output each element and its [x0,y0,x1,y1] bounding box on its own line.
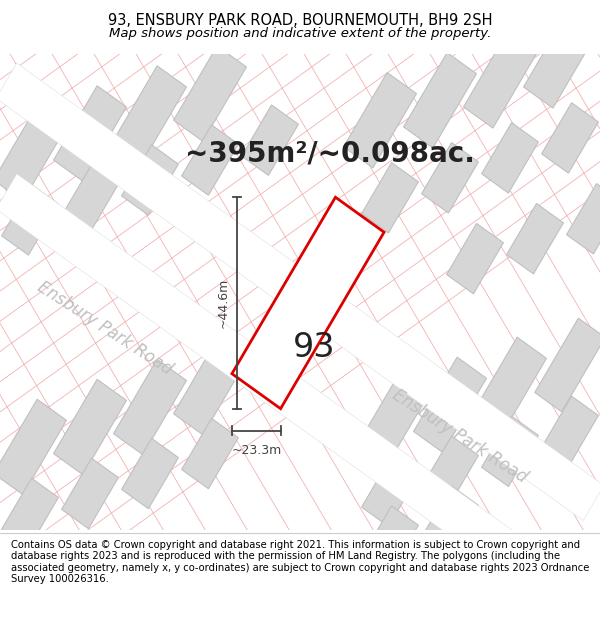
Polygon shape [62,165,118,235]
Polygon shape [362,456,418,526]
Polygon shape [464,32,536,128]
Polygon shape [422,142,478,213]
Polygon shape [542,396,598,467]
Polygon shape [353,377,427,472]
Text: 93, ENSBURY PARK ROAD, BOURNEMOUTH, BH9 2SH: 93, ENSBURY PARK ROAD, BOURNEMOUTH, BH9 … [108,13,492,28]
Polygon shape [404,52,476,148]
Polygon shape [542,102,598,173]
Polygon shape [53,86,127,181]
Polygon shape [535,318,600,412]
Polygon shape [413,357,487,452]
Polygon shape [422,486,478,556]
Polygon shape [473,338,547,432]
Polygon shape [113,359,187,455]
Polygon shape [122,145,178,215]
Polygon shape [446,224,503,294]
Text: Ensbury Park Road: Ensbury Park Road [34,278,176,379]
Polygon shape [182,125,238,195]
Polygon shape [566,184,600,254]
Text: ~395m²/~0.098ac.: ~395m²/~0.098ac. [185,139,475,168]
Polygon shape [173,339,247,435]
Polygon shape [242,105,298,176]
Polygon shape [2,478,58,549]
Polygon shape [53,379,127,475]
Polygon shape [2,185,58,255]
Polygon shape [344,72,416,168]
Polygon shape [232,198,384,409]
Polygon shape [182,418,238,489]
Polygon shape [362,506,418,576]
Polygon shape [0,174,600,625]
Polygon shape [0,106,67,201]
Polygon shape [524,12,596,108]
Polygon shape [362,162,418,233]
Polygon shape [0,399,67,494]
Polygon shape [113,66,187,161]
Polygon shape [0,63,600,521]
Text: 93: 93 [293,331,335,364]
Text: ~23.3m: ~23.3m [231,444,281,457]
Text: Contains OS data © Crown copyright and database right 2021. This information is : Contains OS data © Crown copyright and d… [11,539,589,584]
Text: Ensbury Park Road: Ensbury Park Road [389,386,531,486]
Polygon shape [422,436,478,506]
Text: Map shows position and indicative extent of the property.: Map shows position and indicative extent… [109,28,491,40]
Polygon shape [482,122,538,193]
Polygon shape [62,458,118,529]
Polygon shape [173,46,247,141]
Polygon shape [506,204,563,274]
Polygon shape [122,438,178,509]
Text: ~44.6m: ~44.6m [217,278,230,328]
Polygon shape [482,416,538,486]
